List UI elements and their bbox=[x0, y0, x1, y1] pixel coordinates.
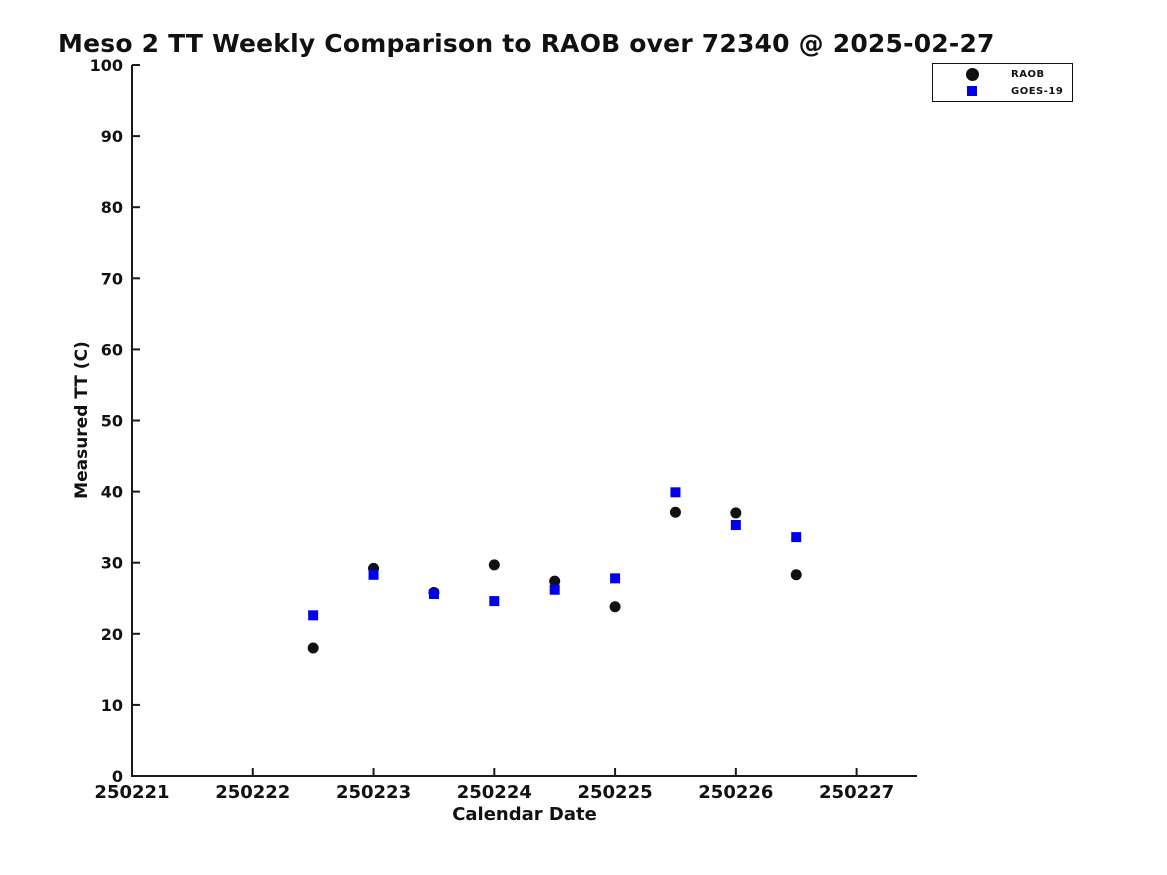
data-point-goes-19 bbox=[368, 569, 379, 580]
legend-marker-cell bbox=[933, 67, 1011, 81]
legend-item-label: GOES-19 bbox=[1011, 85, 1064, 97]
chart-title: Meso 2 TT Weekly Comparison to RAOB over… bbox=[58, 29, 995, 58]
x-tick-label: 250225 bbox=[577, 782, 652, 803]
raob-circle-icon bbox=[965, 67, 979, 81]
x-tick-label: 250226 bbox=[698, 782, 773, 803]
data-point-raob bbox=[549, 575, 561, 587]
y-tick-label: 10 bbox=[101, 696, 123, 715]
data-point-raob bbox=[609, 601, 621, 613]
axis-line bbox=[131, 65, 917, 777]
x-tick-label: 250223 bbox=[336, 782, 411, 803]
data-point-goes-19 bbox=[670, 487, 681, 498]
x-tick-label: 250224 bbox=[457, 782, 532, 803]
data-point-raob bbox=[488, 559, 500, 571]
y-tick-label: 70 bbox=[101, 269, 123, 288]
y-tick-label: 40 bbox=[101, 483, 123, 502]
data-point-raob bbox=[307, 642, 319, 654]
y-tick-label: 80 bbox=[101, 198, 123, 217]
data-point-raob bbox=[730, 507, 742, 519]
y-axis-label: Measured TT (C) bbox=[72, 341, 92, 499]
data-point-raob bbox=[790, 569, 802, 581]
y-tick-label: 30 bbox=[101, 554, 123, 573]
data-point-goes-19 bbox=[308, 610, 319, 621]
y-tick-label: 0 bbox=[112, 767, 123, 786]
legend-marker-cell bbox=[933, 86, 1011, 96]
goes-19-square-icon bbox=[967, 86, 977, 96]
data-point-goes-19 bbox=[428, 588, 439, 599]
x-tick-label: 250222 bbox=[215, 782, 290, 803]
y-tick-label: 100 bbox=[90, 56, 123, 75]
y-tick-label: 60 bbox=[101, 340, 123, 359]
legend-item-label: RAOB bbox=[1011, 68, 1045, 80]
x-axis-label: Calendar Date bbox=[452, 804, 597, 825]
y-tick-label: 50 bbox=[101, 412, 123, 431]
x-tick-label: 250227 bbox=[819, 782, 894, 803]
legend-item-goes-19: GOES-19 bbox=[933, 84, 1072, 98]
data-point-raob bbox=[669, 506, 681, 518]
legend-item-raob: RAOB bbox=[933, 67, 1072, 81]
data-point-goes-19 bbox=[489, 596, 500, 607]
x-tick-label: 250221 bbox=[94, 782, 169, 803]
data-point-goes-19 bbox=[549, 584, 560, 595]
y-tick-label: 20 bbox=[101, 625, 123, 644]
data-point-goes-19 bbox=[791, 532, 802, 543]
data-point-goes-19 bbox=[610, 573, 621, 584]
y-tick-label: 90 bbox=[101, 127, 123, 146]
data-point-goes-19 bbox=[730, 520, 741, 531]
legend-box: RAOB GOES-19 bbox=[932, 63, 1073, 102]
